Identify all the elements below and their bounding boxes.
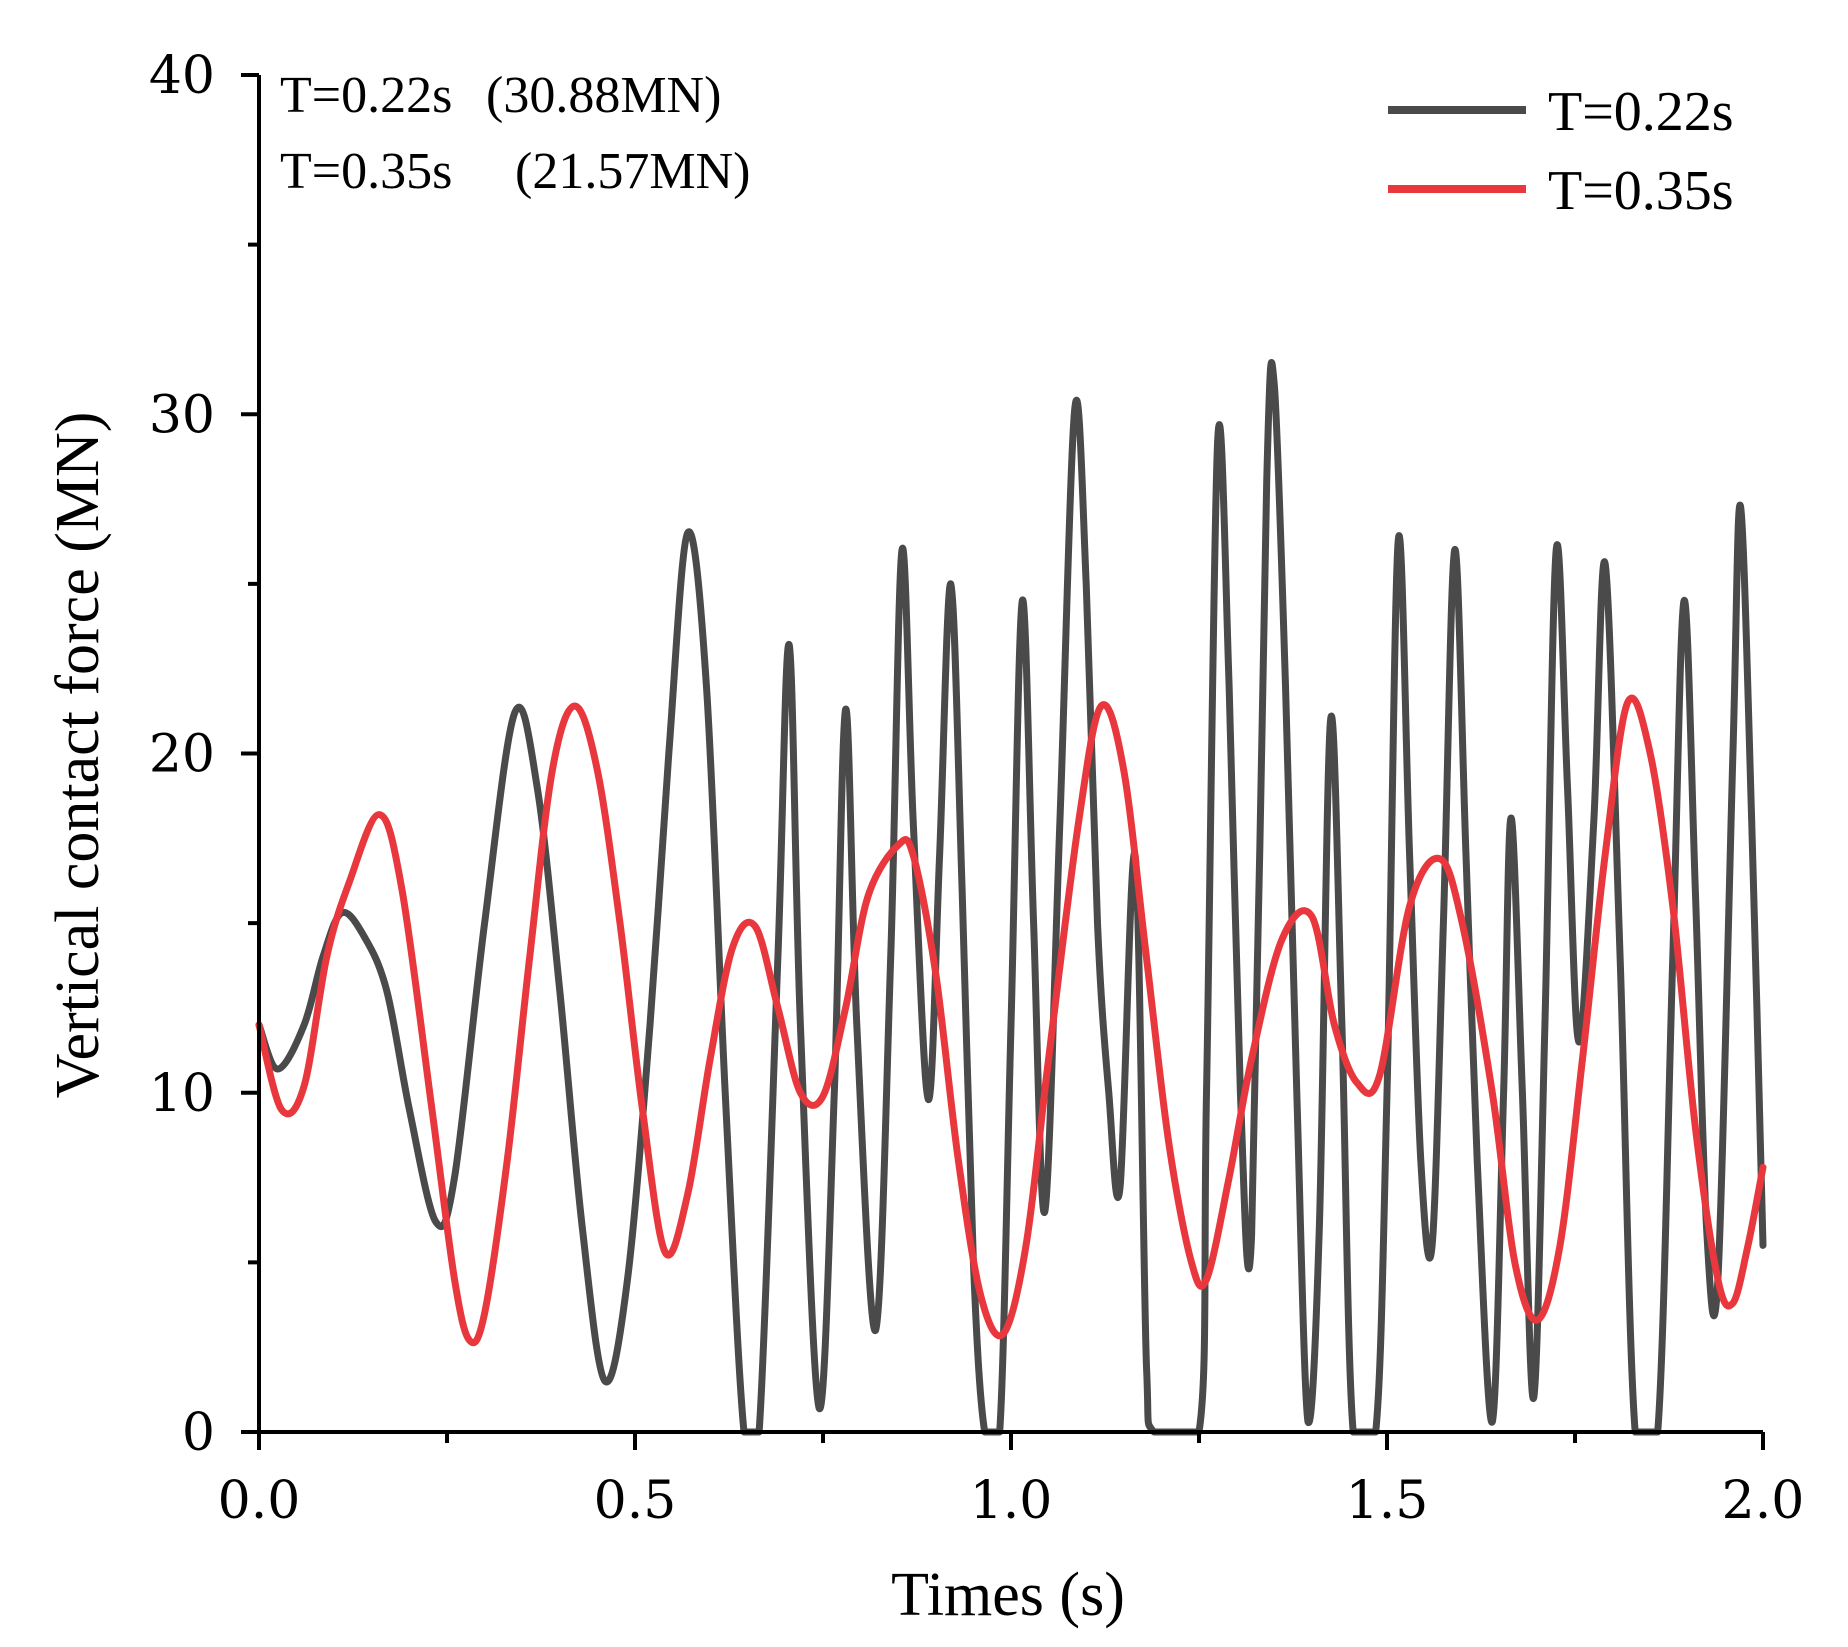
- tick-layer: 0.0 0.5 1.0 1.5 2.0 0 10 20 30 40: [149, 46, 1805, 1531]
- x-tick-label: 1.5: [1346, 1471, 1429, 1531]
- x-tick-label: 2.0: [1722, 1471, 1805, 1531]
- x-tick-label: 0.0: [218, 1471, 301, 1531]
- x-axis-title: Times (s): [891, 1561, 1125, 1629]
- y-axis-title-group: Vertical contact force (MN): [44, 412, 112, 1099]
- y-tick-label: 20: [149, 725, 215, 785]
- legend-label-1: T=0.35s: [1548, 160, 1734, 222]
- y-tick-label: 30: [149, 385, 215, 445]
- x-tick-label: 0.5: [594, 1471, 677, 1531]
- legend: T=0.22s T=0.35s: [1388, 81, 1734, 222]
- annotation-0-label: T=0.22s: [280, 67, 452, 124]
- x-tick-label: 1.0: [970, 1471, 1053, 1531]
- series-line-1: [255, 694, 1767, 1347]
- annotation-1-label: T=0.35s: [280, 143, 452, 200]
- annotation-1-value: (21.57MN): [515, 143, 750, 200]
- y-tick-label: 40: [149, 46, 215, 106]
- annotation-0-value: (30.88MN): [486, 67, 721, 124]
- y-axis-title: Vertical contact force (MN): [44, 412, 112, 1099]
- legend-label-0: T=0.22s: [1548, 81, 1734, 143]
- y-tick-label: 10: [149, 1064, 215, 1124]
- y-tick-label: 0: [182, 1403, 215, 1463]
- annotation-block: T=0.22s (30.88MN) T=0.35s (21.57MN): [280, 67, 750, 200]
